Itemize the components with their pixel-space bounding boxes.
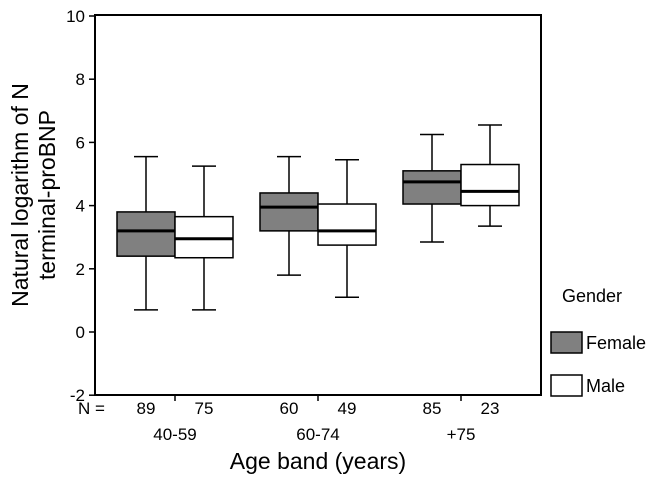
sample-size-row: N = 89 75 60 49 85 23 (78, 399, 499, 418)
box-series (116, 124, 520, 311)
box-male-+75 (460, 124, 520, 227)
box-male-40-59 (174, 165, 234, 311)
y-axis-label-line-1: Natural logarithm of N (7, 83, 33, 307)
x-tick-label: +75 (447, 425, 476, 444)
n-value: 60 (280, 399, 299, 418)
box-male-60-74 (317, 159, 377, 298)
y-tick-label: 2 (76, 260, 85, 279)
iqr-box (317, 203, 377, 246)
y-tick-label: 0 (76, 323, 85, 342)
box-female-60-74 (259, 155, 319, 276)
x-axis: 40-59 60-74 +75 (153, 395, 475, 444)
legend-swatch-female (550, 331, 583, 354)
legend-label-female: Female (586, 333, 646, 353)
box-female-+75 (402, 133, 462, 243)
y-axis-label-line-2: terminal-proBNP (34, 110, 60, 280)
n-value: 89 (137, 399, 156, 418)
y-tick-label: 10 (66, 7, 85, 26)
y-tick-label: 6 (76, 133, 85, 152)
iqr-box (259, 192, 319, 232)
y-axis: -2 0 2 4 6 8 10 (66, 7, 95, 405)
iqr-box (402, 170, 462, 205)
iqr-box (116, 211, 176, 257)
legend-swatch-male (550, 374, 583, 397)
box-female-40-59 (116, 155, 176, 311)
iqr-box (460, 163, 520, 207)
iqr-box (174, 215, 234, 259)
x-axis-label: Age band (years) (230, 448, 406, 474)
legend: Female Male (550, 331, 646, 397)
x-tick-label: 60-74 (296, 425, 339, 444)
legend-title: Gender (562, 286, 622, 306)
n-value: 75 (195, 399, 214, 418)
legend-label-male: Male (586, 376, 625, 396)
n-value: 23 (481, 399, 500, 418)
y-tick-label: 4 (76, 197, 85, 216)
n-prefix-label: N = (78, 399, 105, 418)
y-tick-label: 8 (76, 70, 85, 89)
n-value: 49 (338, 399, 357, 418)
y-tick-label: -2 (70, 386, 85, 405)
x-tick-label: 40-59 (153, 425, 196, 444)
n-value: 85 (423, 399, 442, 418)
